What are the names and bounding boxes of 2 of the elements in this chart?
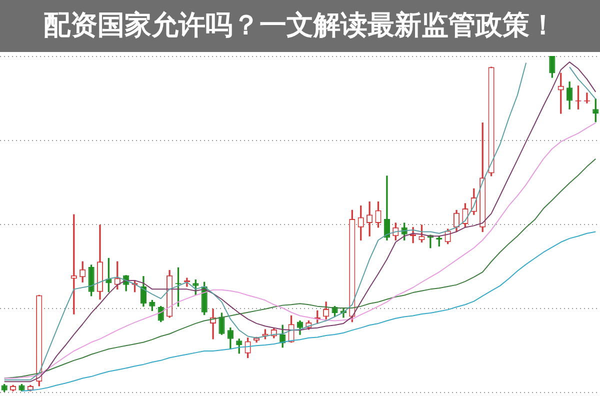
title-banner: 配资国家允许吗？一文解读最新监管政策！: [0, 0, 600, 52]
candlestick: [366, 201, 373, 236]
